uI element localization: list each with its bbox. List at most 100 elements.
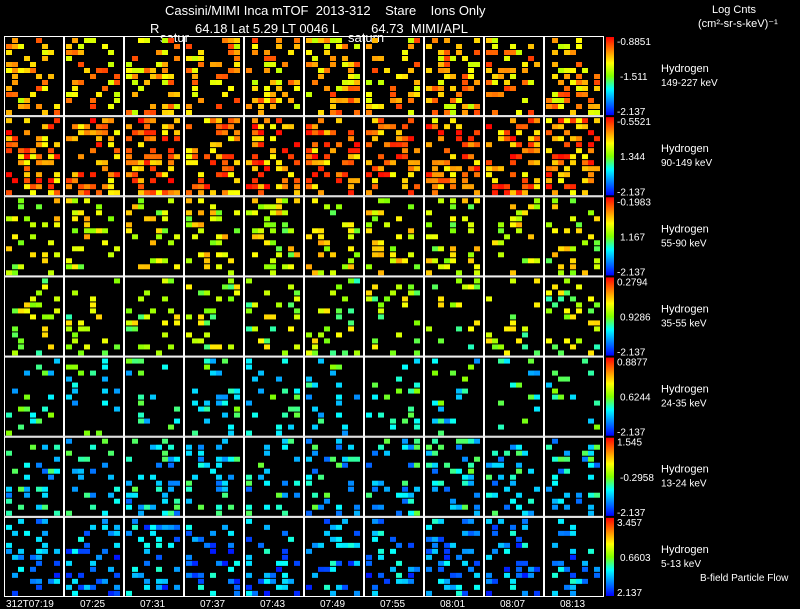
heatmap-pixel	[234, 210, 240, 216]
heatmap-pixel	[444, 264, 450, 270]
heatmap-pixel	[30, 444, 36, 450]
heatmap-pixel	[558, 530, 564, 536]
heatmap-pixel	[216, 456, 222, 462]
heatmap-pixel	[372, 130, 378, 136]
heatmap-pixel	[588, 350, 594, 356]
heatmap-pixel	[264, 468, 270, 474]
heatmap-pixel	[510, 216, 516, 222]
heatmap-pixel	[78, 210, 84, 216]
heatmap-pixel	[570, 296, 576, 302]
heatmap-pixel	[534, 406, 540, 412]
row-energy-label: 13-24 keV	[661, 479, 707, 490]
heatmap-pixel	[444, 160, 450, 166]
heatmap-pixel	[210, 344, 216, 350]
heatmap-pixel	[216, 344, 222, 350]
heatmap-pixel	[252, 50, 258, 55]
heatmap-pixel	[408, 110, 414, 115]
heatmap-pixel	[228, 38, 234, 43]
panel-frame	[304, 516, 364, 597]
heatmap-pixel	[156, 536, 162, 542]
heatmap-pixel	[264, 204, 270, 210]
heatmap-pixel	[432, 110, 438, 115]
heatmap-pixel	[432, 166, 438, 172]
heatmap-pixel	[234, 62, 240, 67]
heatmap-pixel	[510, 382, 516, 388]
heatmap-pixel	[6, 190, 12, 196]
heatmap-pixel	[78, 80, 84, 85]
heatmap-pixel	[84, 234, 90, 240]
heatmap-pixel	[246, 480, 252, 486]
heatmap-pixel	[378, 572, 384, 578]
heatmap-pixel	[588, 456, 594, 462]
heatmap-pixel	[312, 142, 318, 148]
heatmap-pixel	[426, 86, 432, 91]
heatmap-pixel	[348, 160, 354, 166]
heatmap-pixel	[186, 210, 192, 216]
heatmap-pixel	[486, 38, 492, 43]
units-line2: (cm²-sr-s-keV)⁻¹	[698, 18, 778, 30]
heatmap-pixel	[372, 166, 378, 172]
heatmap-pixel	[234, 228, 240, 234]
heatmap-pixel	[342, 542, 348, 548]
x-tick-label: 07:49	[320, 599, 345, 609]
heatmap-pixel	[546, 184, 552, 190]
heatmap-pixel	[288, 264, 294, 270]
heatmap-pixel	[102, 364, 108, 370]
heatmap-pixel	[294, 80, 300, 85]
heatmap-pixel	[222, 172, 228, 178]
heatmap-pixel	[102, 524, 108, 530]
heatmap-pixel	[114, 498, 120, 504]
heatmap-pixel	[150, 178, 156, 184]
heatmap-pixel	[312, 406, 318, 412]
heatmap-pixel	[396, 130, 402, 136]
colorbar	[606, 517, 614, 596]
heatmap-pixel	[126, 498, 132, 504]
heatmap-pixel	[48, 270, 54, 276]
heatmap-pixel	[234, 290, 240, 296]
heatmap-pixel	[432, 246, 438, 252]
heatmap-pixel	[18, 554, 24, 560]
panel-frame	[244, 516, 304, 597]
heatmap-pixel	[324, 326, 330, 332]
heatmap-pixel	[24, 154, 30, 160]
heatmap-pixel	[564, 584, 570, 590]
heatmap-pixel	[132, 204, 138, 210]
heatmap-pixel	[330, 524, 336, 530]
heatmap-pixel	[18, 98, 24, 103]
heatmap-pixel	[144, 124, 150, 130]
heatmap-pixel	[42, 326, 48, 332]
heatmap-pixel	[498, 400, 504, 406]
heatmap-pixel	[270, 104, 276, 109]
heatmap-pixel	[198, 320, 204, 326]
heatmap-pixel	[288, 438, 294, 444]
heatmap-pixel	[132, 68, 138, 73]
heatmap-pixel	[222, 190, 228, 196]
heatmap-pixel	[84, 430, 90, 436]
heatmap-pixel	[108, 450, 114, 456]
heatmap-pixel	[570, 270, 576, 276]
heatmap-pixel	[372, 136, 378, 142]
heatmap-pixel	[588, 510, 594, 516]
heatmap-pixel	[402, 578, 408, 584]
heatmap-pixel	[570, 68, 576, 73]
panel-frame	[4, 276, 64, 357]
heatmap-pixel	[438, 160, 444, 166]
heatmap-pixel	[246, 584, 252, 590]
heatmap-pixel	[210, 468, 216, 474]
panel-frame	[424, 276, 484, 357]
heatmap-pixel	[162, 584, 168, 590]
heatmap-pixel	[162, 228, 168, 234]
heatmap-pixel	[552, 228, 558, 234]
heatmap-pixel	[414, 388, 420, 394]
heatmap-pixel	[426, 210, 432, 216]
heatmap-pixel	[270, 124, 276, 130]
heatmap-pixel	[522, 178, 528, 184]
heatmap-pixel	[582, 178, 588, 184]
heatmap-pixel	[72, 246, 78, 252]
heatmap-pixel	[594, 246, 600, 252]
heatmap-pixel	[6, 130, 12, 136]
heatmap-pixel	[366, 172, 372, 178]
heatmap-pixel	[450, 74, 456, 79]
heatmap-pixel	[306, 178, 312, 184]
heatmap-pixel	[252, 234, 258, 240]
